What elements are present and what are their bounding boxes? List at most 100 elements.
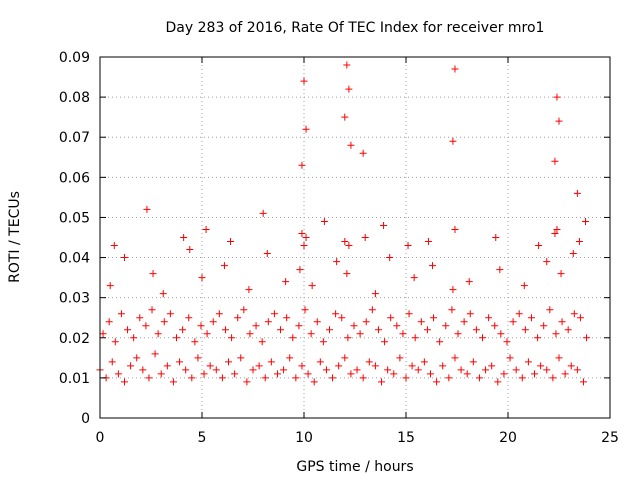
data-point (579, 378, 587, 386)
data-point (338, 314, 346, 322)
data-point (225, 358, 233, 366)
data-point (475, 374, 483, 382)
data-point (264, 318, 272, 326)
data-point (378, 378, 386, 386)
data-point (371, 290, 379, 298)
axis-ticks (99, 56, 611, 419)
data-point (350, 322, 358, 330)
data-point (240, 306, 248, 314)
data-point (500, 370, 508, 378)
data-point (451, 65, 459, 73)
data-point (163, 362, 171, 370)
data-point (280, 366, 288, 374)
data-point (479, 334, 486, 342)
data-point (130, 334, 138, 342)
data-point (166, 310, 174, 318)
data-point (202, 225, 210, 233)
data-point (449, 137, 457, 145)
data-point (496, 266, 504, 274)
data-point (263, 250, 271, 258)
data-point (120, 378, 128, 386)
y-tick-label: 0.04 (59, 251, 90, 267)
data-point (209, 318, 217, 326)
data-point (259, 209, 267, 217)
data-point (465, 278, 473, 286)
data-point (301, 306, 309, 314)
data-point (569, 250, 577, 258)
data-point (148, 306, 156, 314)
data-point (176, 358, 184, 366)
data-point (191, 338, 199, 346)
data-point (320, 217, 328, 225)
data-point (179, 326, 187, 334)
data-point (304, 370, 312, 378)
data-point (439, 362, 447, 370)
data-point (430, 314, 438, 322)
data-point (411, 334, 419, 342)
y-tick-label: 0.07 (59, 130, 90, 146)
data-point (551, 229, 559, 237)
data-point (212, 366, 220, 374)
y-tick-label: 0 (81, 411, 90, 427)
data-point (410, 274, 418, 282)
data-point (386, 254, 394, 262)
data-point (515, 310, 523, 318)
data-point (408, 362, 416, 370)
data-point (429, 262, 437, 270)
data-point (553, 93, 561, 101)
data-point (110, 242, 118, 250)
data-point (185, 314, 193, 322)
data-point (120, 254, 128, 262)
data-point (387, 314, 395, 322)
data-point (159, 290, 167, 298)
data-point (374, 326, 382, 334)
data-point (106, 282, 114, 290)
data-point (298, 362, 306, 370)
data-point (359, 374, 367, 382)
data-point (145, 374, 153, 382)
data-point (457, 366, 465, 374)
plot-frame (99, 56, 611, 419)
data-point (362, 318, 370, 326)
data-point (466, 310, 474, 318)
data-point (347, 141, 355, 149)
data-point (343, 61, 351, 69)
data-point (356, 330, 364, 338)
data-point (298, 229, 306, 237)
data-point (139, 366, 147, 374)
data-point (393, 322, 401, 330)
data-point (543, 366, 551, 374)
data-point (549, 374, 557, 382)
data-point (417, 318, 425, 326)
data-point (99, 330, 107, 338)
data-point (575, 238, 583, 246)
x-axis-label: GPS time / hours (296, 459, 413, 475)
data-point (329, 374, 337, 382)
data-point (551, 157, 559, 165)
data-point (227, 238, 235, 246)
data-point (307, 330, 315, 338)
data-point (543, 258, 551, 266)
data-point (384, 366, 392, 374)
data-point (198, 274, 206, 282)
x-tick-label: 0 (96, 430, 105, 446)
data-point (215, 310, 223, 318)
data-point (341, 354, 349, 362)
data-point (414, 366, 422, 374)
data-point (157, 370, 165, 378)
data-point (127, 362, 135, 370)
y-tick-label: 0.05 (59, 210, 90, 226)
data-point (534, 334, 542, 342)
data-point (267, 358, 275, 366)
data-point (335, 362, 343, 370)
data-point (454, 330, 462, 338)
data-point (231, 370, 239, 378)
data-point (347, 370, 355, 378)
data-point (277, 326, 285, 334)
data-point (353, 366, 361, 374)
data-point (282, 278, 290, 286)
data-point (295, 322, 303, 330)
data-point (149, 270, 157, 278)
data-point (117, 310, 125, 318)
